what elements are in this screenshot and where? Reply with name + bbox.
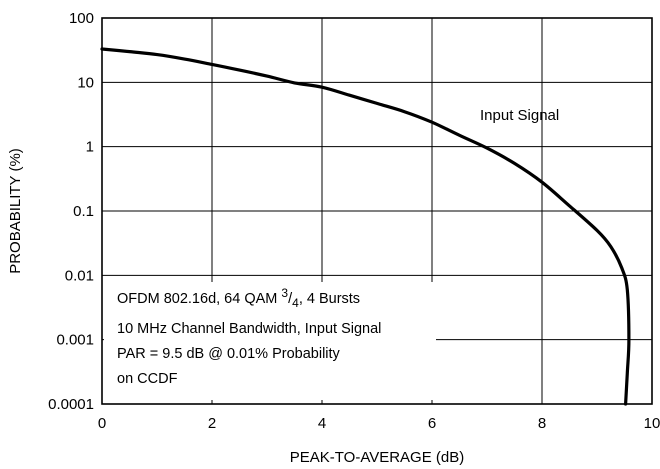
series-label-input-signal: Input Signal (480, 107, 559, 124)
x-axis-title: PEAK-TO-AVERAGE (dB) (290, 449, 465, 466)
y-tick-labels: 100 10 1 0.1 0.01 0.001 0.0001 (48, 10, 94, 413)
annotation-line-2: 10 MHz Channel Bandwidth, Input Signal (117, 321, 381, 337)
y-tick-label: 0.001 (56, 332, 94, 349)
x-tick-label: 4 (318, 415, 326, 432)
y-tick-label: 10 (77, 74, 94, 91)
x-tick-labels: 0 2 4 6 8 10 (98, 415, 660, 432)
y-tick-label: 1 (86, 139, 94, 156)
y-tick-label: 0.01 (65, 267, 94, 284)
x-tick-label: 2 (208, 415, 216, 432)
annotation-line-4: on CCDF (117, 371, 178, 387)
annotation-line-3: PAR = 9.5 dB @ 0.01% Probability (117, 346, 341, 362)
y-tick-label: 0.1 (73, 203, 94, 220)
annotation-line-1: OFDM 802.16d, 64 QAM 3/4, 4 Bursts (117, 286, 360, 310)
y-axis-title: PROBABILITY (%) (7, 148, 24, 274)
plot-frame (101, 17, 653, 405)
annotation-box: OFDM 802.16d, 64 QAM 3/4, 4 Bursts 10 MH… (104, 282, 436, 400)
y-tick-label: 0.0001 (48, 396, 94, 413)
x-tick-label: 8 (538, 415, 546, 432)
input-signal-curve (100, 47, 631, 406)
y-tick-label: 100 (69, 10, 94, 27)
x-tick-label: 0 (98, 415, 106, 432)
x-tick-label: 6 (428, 415, 436, 432)
x-tick-label: 10 (644, 415, 660, 432)
